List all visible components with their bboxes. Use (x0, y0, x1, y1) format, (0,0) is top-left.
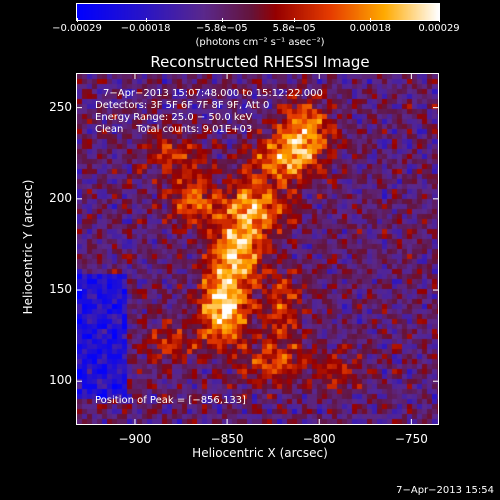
colorbar-tick-mark (77, 18, 78, 22)
colorbar-units-label: (photons cm⁻² s⁻¹ asec⁻²) (195, 37, 325, 48)
colorbar-tick-mark (439, 18, 440, 22)
x-tick-label: −800 (302, 432, 336, 446)
y-axis-label: Heliocentric Y (arcsec) (21, 179, 35, 315)
chart-title: Reconstructed RHESSI Image (150, 53, 370, 71)
colorbar (76, 3, 440, 21)
x-tick-label: −750 (394, 432, 428, 446)
colorbar-tick-label: 0.00018 (349, 23, 392, 34)
y-tick-label: 200 (49, 190, 72, 205)
colorbar-tick-mark (370, 18, 372, 22)
colorbar-gradient (77, 4, 439, 20)
colorbar-tick-label: −0.00018 (120, 23, 171, 34)
x-axis-label: Heliocentric X (arcsec) (192, 446, 328, 460)
colorbar-tick-label: 5.8e−05 (272, 23, 316, 34)
colorbar-tick-mark (221, 18, 223, 22)
peak-position-label: Position of Peak = [−856,133] (95, 395, 246, 406)
colorbar-tick-mark (294, 18, 296, 22)
plot-area: 7−Apr−2013 15:07:48.000 to 15:12:22.000 … (76, 73, 439, 425)
colorbar-tick-label: 0.00029 (418, 23, 460, 34)
annotation-clean-counts: Clean Total counts: 9.01E+03 (95, 124, 253, 135)
annotation-energy-range: Energy Range: 25.0 − 50.0 keV (95, 112, 253, 123)
y-tick-label: 150 (49, 282, 72, 297)
y-tick-label: 250 (49, 99, 72, 114)
annotation-time-range: 7−Apr−2013 15:07:48.000 to 15:12:22.000 (103, 88, 323, 99)
heatmap-image (77, 74, 438, 424)
x-tick-label: −900 (118, 432, 152, 446)
colorbar-tick-label: −5.8e−05 (196, 23, 248, 34)
footer-date: 7−Apr−2013 15:54 (396, 485, 494, 496)
x-tick-label: −850 (210, 432, 244, 446)
annotation-detectors: Detectors: 3F 5F 6F 7F 8F 9F, Att 0 (95, 100, 270, 111)
colorbar-tick-mark (145, 18, 147, 22)
colorbar-tick-label: −0.00029 (52, 23, 102, 34)
y-tick-label: 100 (49, 373, 72, 388)
